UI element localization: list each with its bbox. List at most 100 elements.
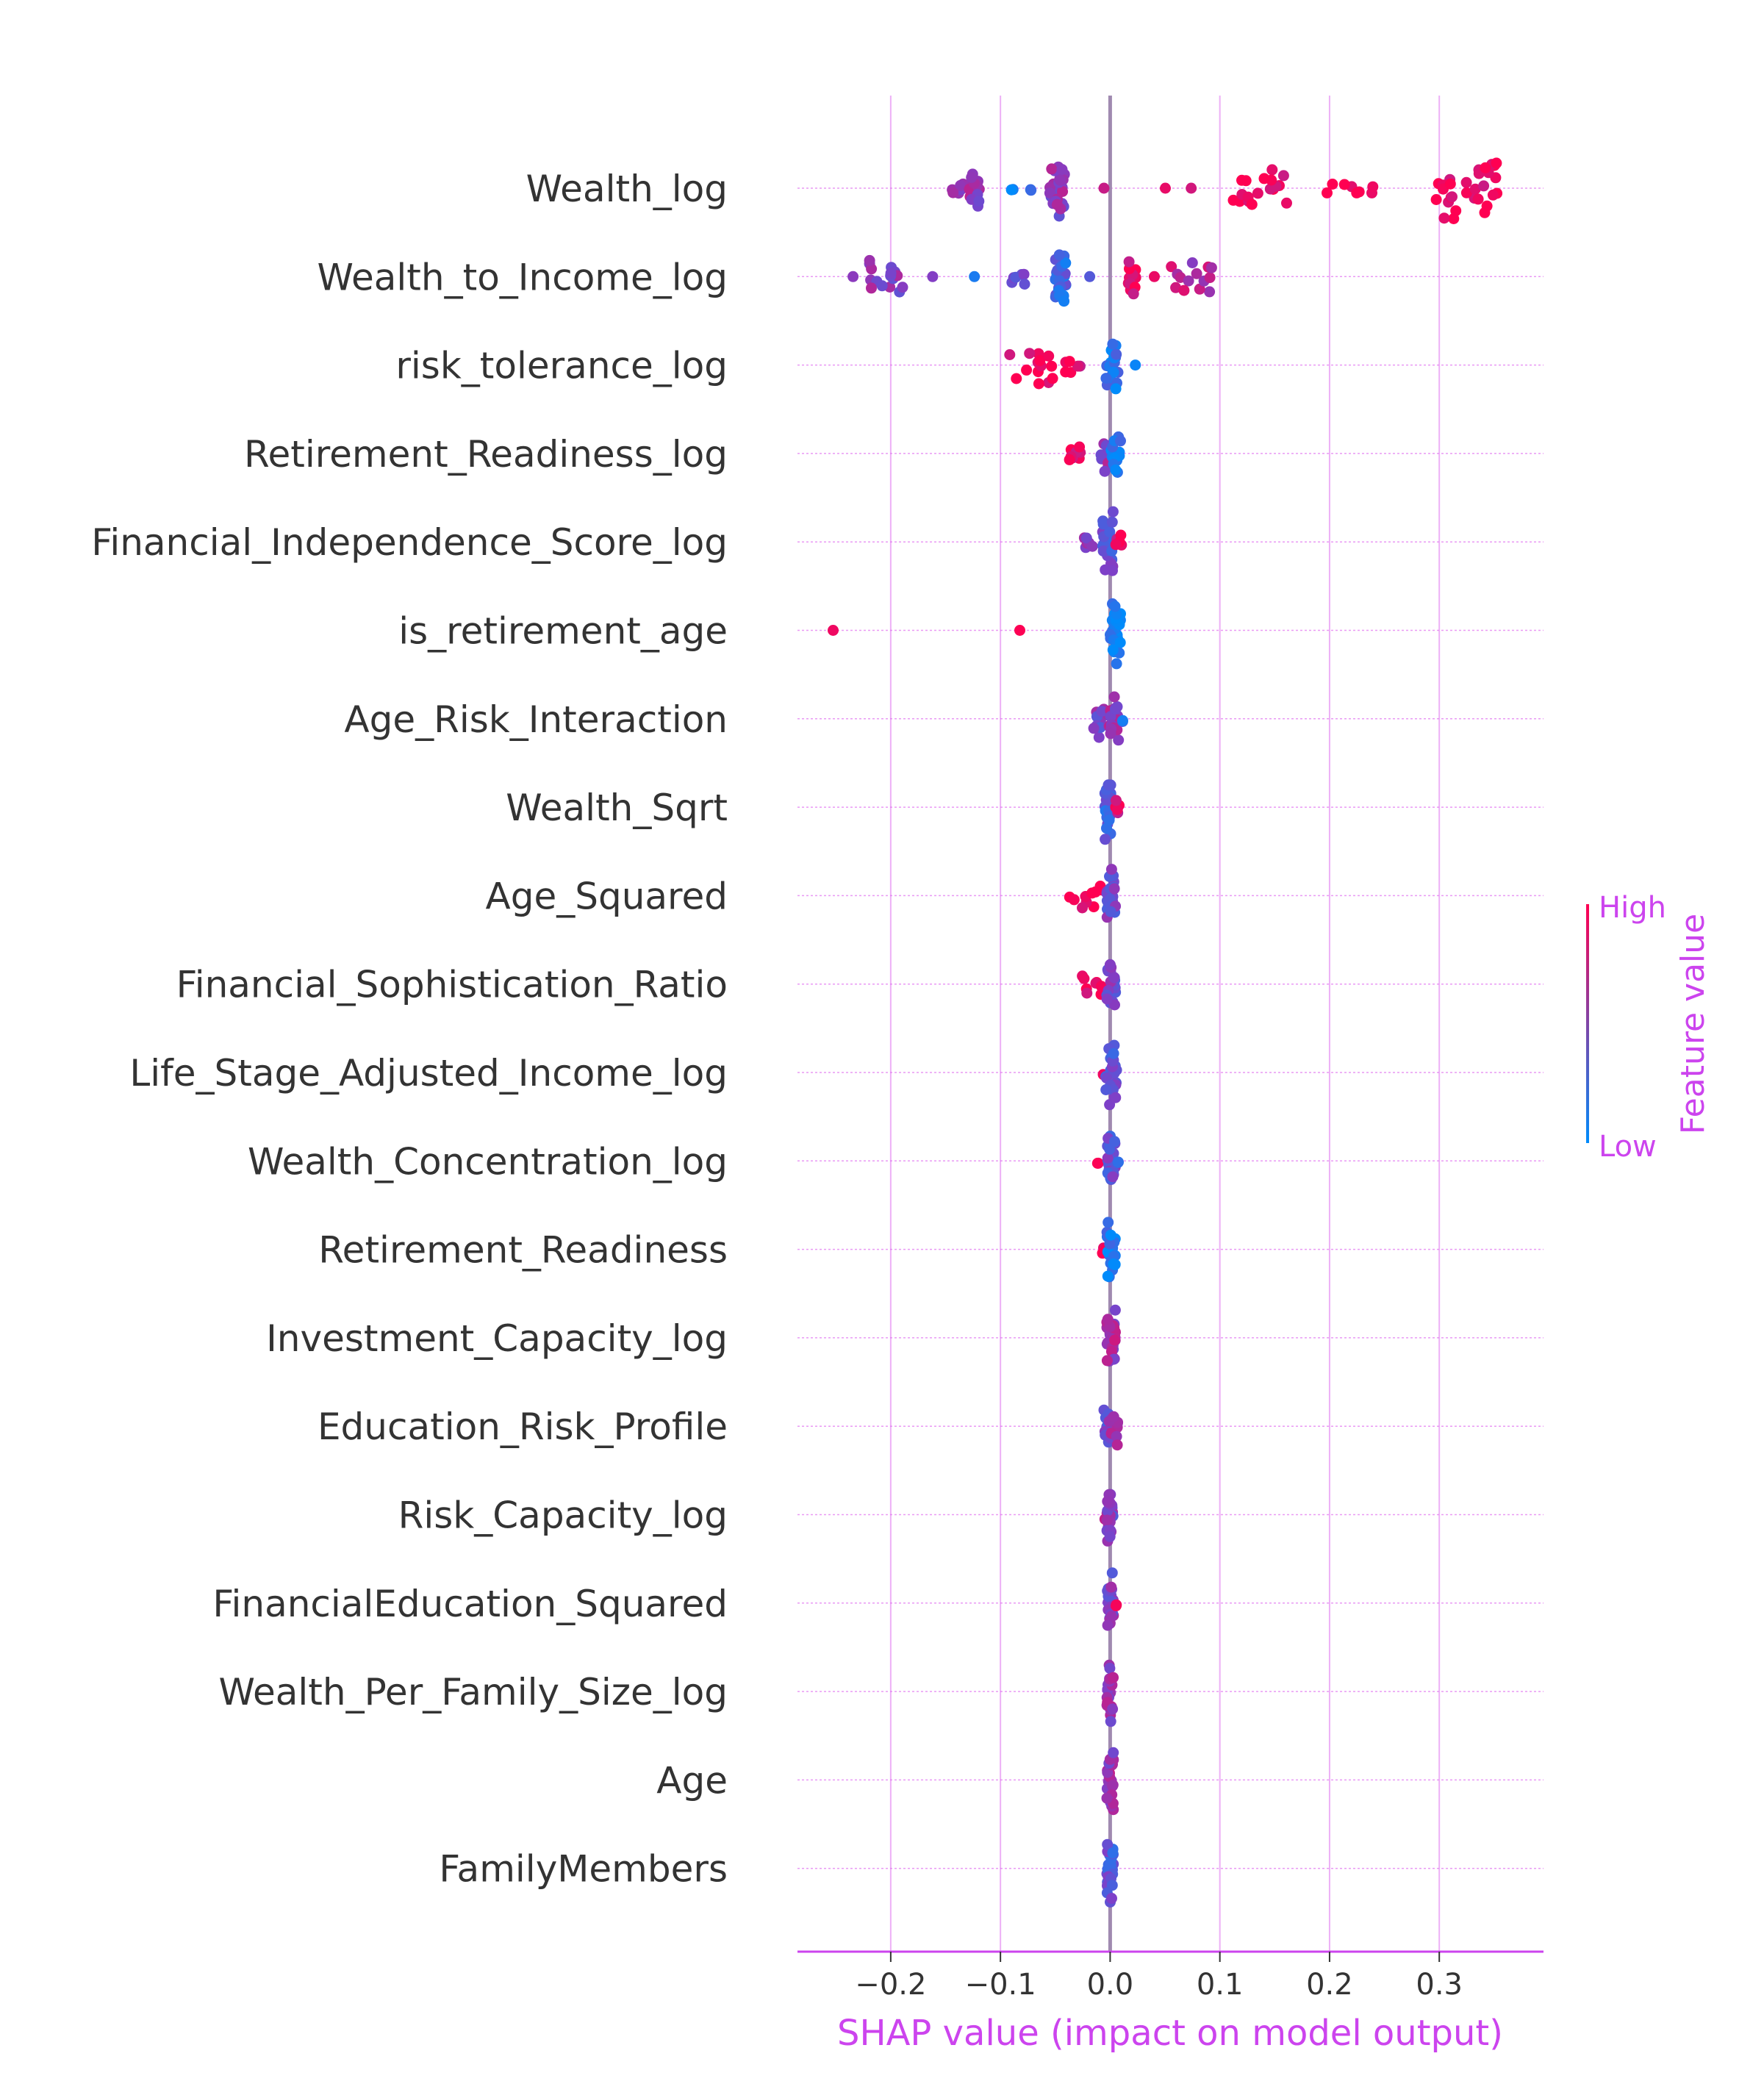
feature-label: risk_tolerance_log bbox=[395, 345, 728, 387]
colorbar-title: Feature value bbox=[1674, 914, 1712, 1134]
shap-point bbox=[1478, 180, 1490, 192]
shap-point bbox=[1444, 178, 1456, 190]
shap-point bbox=[1104, 1663, 1116, 1674]
x-tick-label: 0.0 bbox=[1087, 1968, 1134, 2002]
shap-point bbox=[1246, 198, 1258, 210]
shap-point bbox=[1056, 164, 1068, 176]
shap-point bbox=[1102, 1270, 1114, 1282]
shap-point bbox=[1093, 731, 1105, 743]
shap-point bbox=[1019, 279, 1030, 290]
shap-point bbox=[1487, 189, 1499, 201]
shap-point bbox=[1111, 348, 1122, 360]
shap-point bbox=[1105, 728, 1116, 739]
feature-label: Retirement_Readiness_log bbox=[244, 433, 728, 476]
feature-label: Risk_Capacity_log bbox=[398, 1494, 728, 1537]
shap-point bbox=[866, 282, 877, 294]
shap-point bbox=[1109, 1304, 1121, 1316]
shap-point bbox=[1204, 272, 1216, 284]
shap-point bbox=[1108, 1258, 1119, 1269]
shap-point bbox=[1438, 212, 1450, 224]
feature-label: Financial_Independence_Score_log bbox=[91, 521, 728, 564]
shap-point bbox=[1104, 526, 1116, 538]
shap-point bbox=[1258, 173, 1270, 185]
dot-layer bbox=[828, 157, 1503, 1908]
x-ticks: −0.2 −0.1 0.0 0.1 0.2 0.3 bbox=[855, 1952, 1463, 2002]
shap-point bbox=[1060, 257, 1072, 269]
shap-point bbox=[1113, 734, 1125, 746]
shap-point bbox=[1103, 814, 1115, 826]
shap-point bbox=[947, 187, 959, 198]
shap-point bbox=[1107, 338, 1119, 350]
shap-point bbox=[1277, 170, 1289, 182]
feature-label: Investment_Capacity_log bbox=[266, 1317, 728, 1360]
shap-point bbox=[1053, 249, 1065, 261]
feature-label: Age_Squared bbox=[486, 875, 728, 917]
shap-point bbox=[1080, 532, 1092, 544]
shap-point bbox=[1068, 894, 1080, 906]
shap-point bbox=[1191, 268, 1202, 279]
shap-point bbox=[1110, 464, 1122, 476]
shap-point bbox=[1047, 373, 1058, 384]
shap-point bbox=[1266, 164, 1278, 176]
shap-point bbox=[927, 271, 939, 282]
shap-point bbox=[1024, 348, 1036, 359]
shap-point bbox=[1109, 1334, 1120, 1346]
shap-point bbox=[1105, 1229, 1116, 1241]
feature-label: Wealth_to_Income_log bbox=[318, 256, 728, 298]
shap-point bbox=[1106, 1893, 1117, 1904]
shap-point bbox=[1102, 1838, 1114, 1850]
feature-label: Wealth_Per_Family_Size_log bbox=[218, 1671, 728, 1713]
shap-point bbox=[1111, 803, 1123, 815]
shap-point bbox=[1183, 275, 1194, 287]
shap-point bbox=[1104, 1238, 1116, 1250]
shap-point bbox=[1084, 271, 1096, 282]
shap-point bbox=[1101, 1355, 1113, 1367]
shap-point bbox=[1338, 179, 1350, 190]
shap-point bbox=[1025, 185, 1037, 196]
shap-point bbox=[1101, 993, 1113, 1005]
colorbar-gradient bbox=[1586, 904, 1589, 1143]
shap-point bbox=[1446, 191, 1458, 203]
shap-point bbox=[1108, 971, 1119, 983]
shap-point bbox=[1450, 205, 1462, 217]
shap-point bbox=[1204, 286, 1216, 298]
shap-point bbox=[1097, 518, 1109, 530]
shap-point bbox=[1102, 1314, 1114, 1325]
shap-point bbox=[1460, 176, 1472, 188]
shap-point bbox=[1114, 637, 1126, 648]
shap-point bbox=[1060, 366, 1072, 378]
shap-point bbox=[1109, 601, 1121, 612]
shap-point bbox=[1111, 1599, 1122, 1611]
shap-point bbox=[1186, 257, 1198, 268]
feature-label: Wealth_Concentration_log bbox=[248, 1140, 728, 1183]
feature-label: Wealth_Sqrt bbox=[506, 787, 728, 829]
shap-point bbox=[1100, 373, 1112, 384]
shap-point bbox=[1102, 1619, 1114, 1631]
shap-point bbox=[1107, 1847, 1119, 1859]
shap-point bbox=[1117, 715, 1128, 726]
shap-point bbox=[1034, 355, 1046, 367]
shap-point bbox=[1064, 356, 1075, 368]
shap-point bbox=[1105, 1581, 1117, 1593]
shap-point bbox=[1105, 906, 1116, 917]
shap-point bbox=[1109, 999, 1120, 1011]
shap-point bbox=[1108, 366, 1119, 378]
shap-point bbox=[1194, 283, 1205, 295]
shap-point bbox=[876, 280, 888, 292]
shap-point bbox=[1104, 1530, 1116, 1542]
grid-layer bbox=[889, 96, 1441, 1952]
shap-point bbox=[1111, 1439, 1123, 1451]
shap-point bbox=[1113, 1156, 1124, 1168]
shap-point bbox=[1074, 441, 1086, 453]
shap-point bbox=[1011, 373, 1022, 384]
shap-point bbox=[1058, 296, 1070, 307]
shap-point bbox=[1123, 256, 1135, 268]
shap-point bbox=[1046, 360, 1058, 372]
shap-point bbox=[1479, 207, 1491, 218]
shap-point bbox=[1430, 194, 1442, 205]
shap-point bbox=[1101, 1514, 1113, 1526]
shap-point bbox=[1472, 193, 1484, 205]
shap-point bbox=[1111, 701, 1123, 712]
colorbar-low-label: Low bbox=[1599, 1130, 1657, 1164]
shap-point bbox=[1055, 174, 1066, 186]
